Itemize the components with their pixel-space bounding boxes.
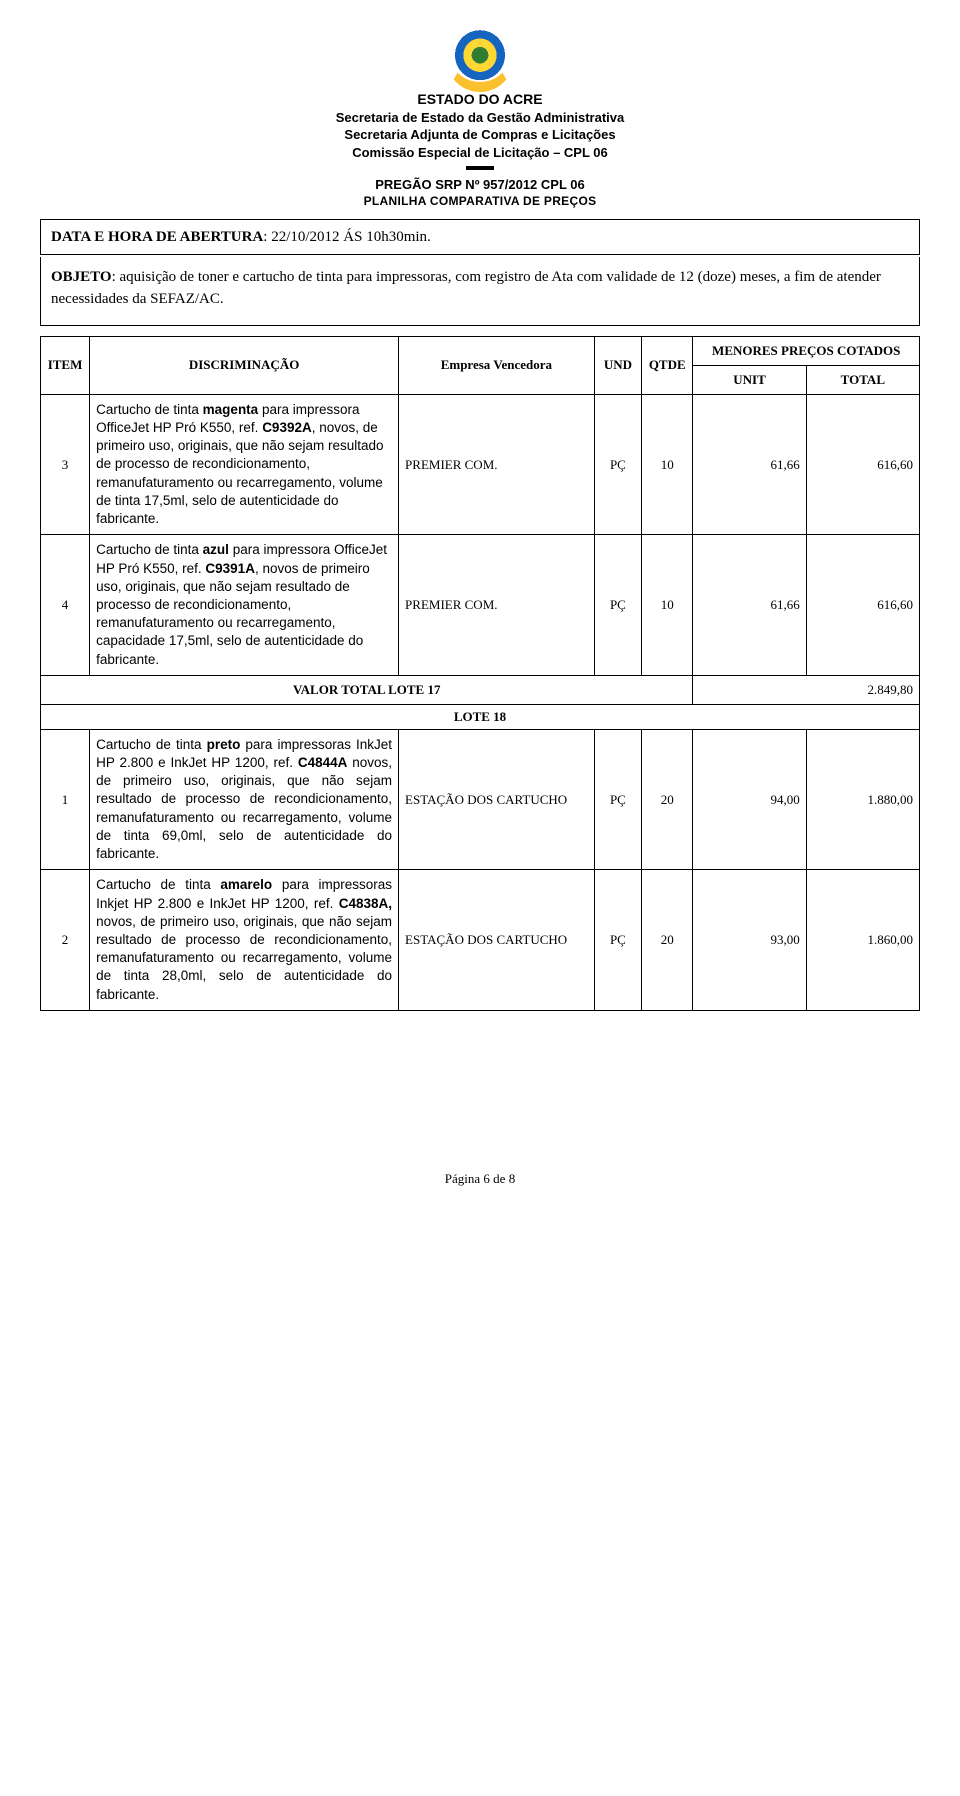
- table-row: 1Cartucho de tinta preto para impressora…: [41, 729, 920, 870]
- objeto-box: OBJETO: aquisição de toner e cartucho de…: [40, 257, 920, 326]
- cell-und: PÇ: [594, 729, 641, 870]
- col-qtde: QTDE: [642, 336, 693, 394]
- cell-empresa: PREMIER COM.: [399, 394, 595, 535]
- cell-empresa: ESTAÇÃO DOS CARTUCHO: [399, 870, 595, 1011]
- header-adjunta: Secretaria Adjunta de Compras e Licitaçõ…: [40, 126, 920, 144]
- table-header: ITEM DISCRIMINAÇÃO Empresa Vencedora UND…: [41, 336, 920, 394]
- cell-und: PÇ: [594, 394, 641, 535]
- cell-item: 4: [41, 535, 90, 676]
- cell-total: 616,60: [806, 535, 919, 676]
- row-valor-total-lote-17: VALOR TOTAL LOTE 172.849,80: [41, 675, 920, 704]
- data-abertura-label: DATA E HORA DE ABERTURA: [51, 229, 263, 245]
- valor-total-label: VALOR TOTAL LOTE 17: [41, 675, 693, 704]
- valor-total-value: 2.849,80: [693, 675, 920, 704]
- objeto-text: : aquisição de toner e cartucho de tinta…: [51, 269, 881, 307]
- crest-icon: [452, 30, 508, 86]
- cell-unit: 61,66: [693, 394, 806, 535]
- price-table: ITEM DISCRIMINAÇÃO Empresa Vencedora UND…: [40, 336, 920, 1011]
- cell-empresa: PREMIER COM.: [399, 535, 595, 676]
- data-abertura-value: : 22/10/2012 ÁS 10h30min.: [263, 229, 431, 245]
- document-header: ESTADO DO ACRE Secretaria de Estado da G…: [40, 30, 920, 209]
- cell-unit: 93,00: [693, 870, 806, 1011]
- table-body: 3Cartucho de tinta magenta para impresso…: [41, 394, 920, 1010]
- col-und: UND: [594, 336, 641, 394]
- lote-18-label: LOTE 18: [41, 704, 920, 729]
- table-row: 3Cartucho de tinta magenta para impresso…: [41, 394, 920, 535]
- data-abertura-box: DATA E HORA DE ABERTURA: 22/10/2012 ÁS 1…: [40, 219, 920, 255]
- header-planilha: PLANILHA COMPARATIVA DE PREÇOS: [40, 193, 920, 209]
- col-menores: MENORES PREÇOS COTADOS: [693, 336, 920, 365]
- cell-total: 616,60: [806, 394, 919, 535]
- cell-total: 1.860,00: [806, 870, 919, 1011]
- col-total: TOTAL: [806, 365, 919, 394]
- cell-item: 2: [41, 870, 90, 1011]
- cell-total: 1.880,00: [806, 729, 919, 870]
- header-secretaria: Secretaria de Estado da Gestão Administr…: [40, 109, 920, 127]
- row-lote-18-header: LOTE 18: [41, 704, 920, 729]
- table-row: 4Cartucho de tinta azul para impressora …: [41, 535, 920, 676]
- cell-qtde: 10: [642, 394, 693, 535]
- cell-discriminacao: Cartucho de tinta magenta para impressor…: [90, 394, 399, 535]
- cell-und: PÇ: [594, 870, 641, 1011]
- cell-item: 3: [41, 394, 90, 535]
- cell-unit: 94,00: [693, 729, 806, 870]
- cell-item: 1: [41, 729, 90, 870]
- col-unit: UNIT: [693, 365, 806, 394]
- cell-discriminacao: Cartucho de tinta azul para impressora O…: [90, 535, 399, 676]
- cell-discriminacao: Cartucho de tinta amarelo para impressor…: [90, 870, 399, 1011]
- col-empresa: Empresa Vencedora: [399, 336, 595, 394]
- cell-und: PÇ: [594, 535, 641, 676]
- header-pregao: PREGÃO SRP Nº 957/2012 CPL 06: [40, 176, 920, 194]
- cell-empresa: ESTAÇÃO DOS CARTUCHO: [399, 729, 595, 870]
- header-comissao: Comissão Especial de Licitação – CPL 06: [40, 144, 920, 162]
- cell-qtde: 20: [642, 729, 693, 870]
- cell-qtde: 20: [642, 870, 693, 1011]
- header-divider: [466, 166, 494, 170]
- page-footer: Página 6 de 8: [40, 1171, 920, 1187]
- header-estado: ESTADO DO ACRE: [40, 90, 920, 109]
- table-row: 2Cartucho de tinta amarelo para impresso…: [41, 870, 920, 1011]
- cell-discriminacao: Cartucho de tinta preto para impressoras…: [90, 729, 399, 870]
- cell-qtde: 10: [642, 535, 693, 676]
- col-item: ITEM: [41, 336, 90, 394]
- cell-unit: 61,66: [693, 535, 806, 676]
- objeto-label: OBJETO: [51, 269, 112, 285]
- col-disc: DISCRIMINAÇÃO: [90, 336, 399, 394]
